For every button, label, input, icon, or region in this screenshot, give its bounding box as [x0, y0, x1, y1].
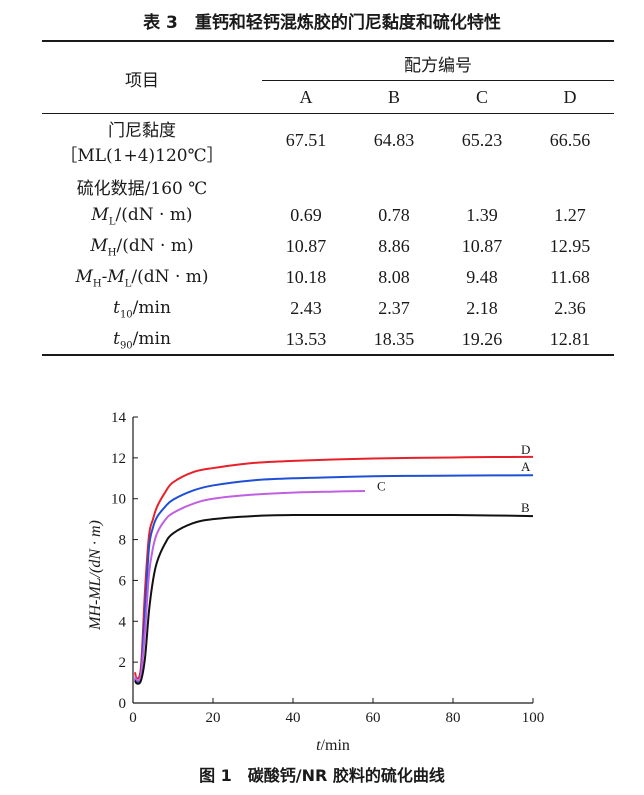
x-tick-label: 20: [206, 710, 221, 726]
table-cell: 2.43: [290, 298, 322, 318]
series-line-C: [134, 489, 366, 682]
table-cell: 10.87: [461, 236, 503, 256]
row-label: t90/min: [113, 329, 171, 352]
column-header: C: [475, 87, 488, 107]
table-cell: 67.51: [285, 130, 327, 150]
x-tick-label: 80: [446, 710, 461, 726]
cure-curve-chart: 0 20 40 60 80 100 0 2 4 6 8 10 12 14 DA C B MH-ML/(dN · …: [87, 410, 545, 754]
series-label-A: A: [521, 459, 531, 474]
series-line-D: [134, 455, 534, 680]
header-group-rule: [262, 80, 614, 81]
series-line-B: [134, 513, 534, 685]
y-tick-label: 14: [111, 410, 127, 426]
row-label: t10/min: [113, 298, 171, 321]
x-tick-label: 100: [522, 710, 545, 726]
y-tick-label: 2: [119, 655, 127, 671]
column-header: D: [563, 87, 577, 107]
y-tick-label: 6: [119, 573, 127, 589]
series-label-B: B: [521, 500, 530, 515]
table-cell: 10.18: [285, 267, 327, 287]
x-tick-label: 60: [366, 710, 381, 726]
row-label: 硫化数据/160 ℃: [76, 179, 208, 199]
table-cell: 19.26: [461, 329, 503, 349]
table-top-rule: [42, 40, 614, 42]
figure-caption: 图 1 碳酸钙/NR 胶料的硫化曲线: [199, 766, 445, 785]
y-tick-label: 8: [119, 533, 127, 549]
table-cell: 2.37: [378, 298, 410, 318]
y-tick-label: 0: [119, 696, 127, 712]
table-caption: 表 3 重钙和轻钙混炼胶的门尼黏度和硫化特性: [143, 13, 501, 33]
table-cell: 12.81: [549, 329, 591, 349]
header-bottom-rule: [42, 113, 614, 114]
table-cell: 8.08: [378, 267, 410, 287]
row-label: MH/(dN · m): [90, 236, 194, 259]
row-label-sub: ［ML(1+4)120℃］: [60, 146, 224, 166]
header-item: 项目: [125, 71, 159, 91]
y-tick-label: 4: [119, 614, 127, 630]
y-tick-label: 10: [111, 492, 126, 508]
series-label-C: C: [377, 479, 386, 494]
table-cell: 66.56: [549, 130, 591, 150]
series-label-D: D: [521, 442, 530, 457]
y-tick-label: 12: [111, 451, 126, 467]
table-cell: 2.36: [554, 298, 586, 318]
table-cell: 12.95: [549, 236, 591, 256]
series-line-A: [134, 474, 534, 684]
table-cell: 11.68: [550, 267, 590, 287]
table-cell: 1.27: [554, 205, 586, 225]
column-header: B: [387, 87, 400, 107]
table-cell: 0.78: [378, 205, 410, 225]
table-cell: 8.86: [378, 236, 410, 256]
table-cell: 10.87: [285, 236, 327, 256]
table-cell: 1.39: [466, 205, 498, 225]
table-cell: 64.83: [373, 130, 415, 150]
y-axis-label: MH-ML/(dN · m): [87, 520, 104, 631]
row-label: MH-ML/(dN · m): [75, 267, 209, 290]
row-label: ML/(dN · m): [91, 205, 193, 228]
x-tick-label: 40: [286, 710, 301, 726]
x-tick-label: 0: [129, 710, 137, 726]
table-bottom-rule: [42, 354, 614, 356]
table-cell: 13.53: [285, 329, 327, 349]
x-axis-label: t/min: [316, 737, 350, 754]
row-label: 门尼黏度: [108, 121, 176, 141]
table-cell: 0.69: [290, 205, 322, 225]
column-header: A: [299, 87, 313, 107]
table-cell: 2.18: [466, 298, 498, 318]
header-group: 配方编号: [404, 56, 472, 76]
table-cell: 9.48: [466, 267, 498, 287]
table-cell: 65.23: [461, 130, 503, 150]
table-cell: 18.35: [373, 329, 415, 349]
